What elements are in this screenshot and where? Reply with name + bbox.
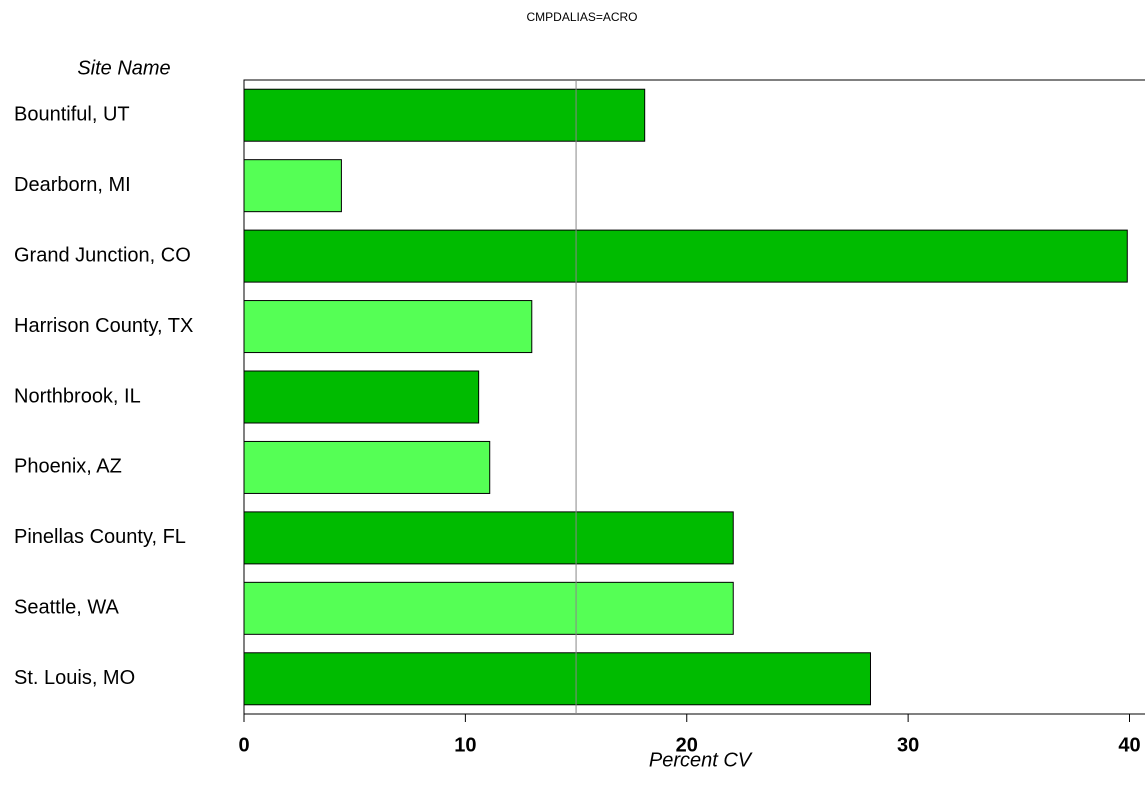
y-tick-label: Harrison County, TX [14, 315, 193, 337]
bar [243, 300, 533, 354]
x-tick-label: 0 [238, 734, 249, 756]
bar [243, 581, 734, 635]
y-tick-label: Grand Junction, CO [14, 244, 191, 266]
bar [243, 652, 871, 706]
y-tick-label: Pinellas County, FL [14, 526, 186, 548]
y-tick-label: Phoenix, AZ [14, 456, 122, 478]
bar [243, 159, 342, 213]
bar [243, 511, 734, 565]
x-tick-label: 40 [1118, 734, 1140, 756]
y-tick-label: Bountiful, UT [14, 104, 130, 126]
x-tick-label: 20 [676, 734, 698, 756]
x-axis-label: Percent CV [649, 749, 753, 771]
bar [243, 229, 1128, 283]
bar [243, 370, 480, 424]
y-tick-label: Seattle, WA [14, 597, 120, 619]
y-tick-label: St. Louis, MO [14, 667, 135, 689]
x-tick-label: 30 [897, 734, 919, 756]
x-tick-label: 10 [454, 734, 476, 756]
bar [243, 88, 646, 142]
y-tick-label: Dearborn, MI [14, 174, 131, 196]
y-tick-label: Northbrook, IL [14, 385, 141, 407]
chart-title: CMPDALIAS=ACRO [526, 10, 637, 24]
y-axis-label: Site Name [77, 57, 170, 79]
bar [243, 440, 491, 494]
